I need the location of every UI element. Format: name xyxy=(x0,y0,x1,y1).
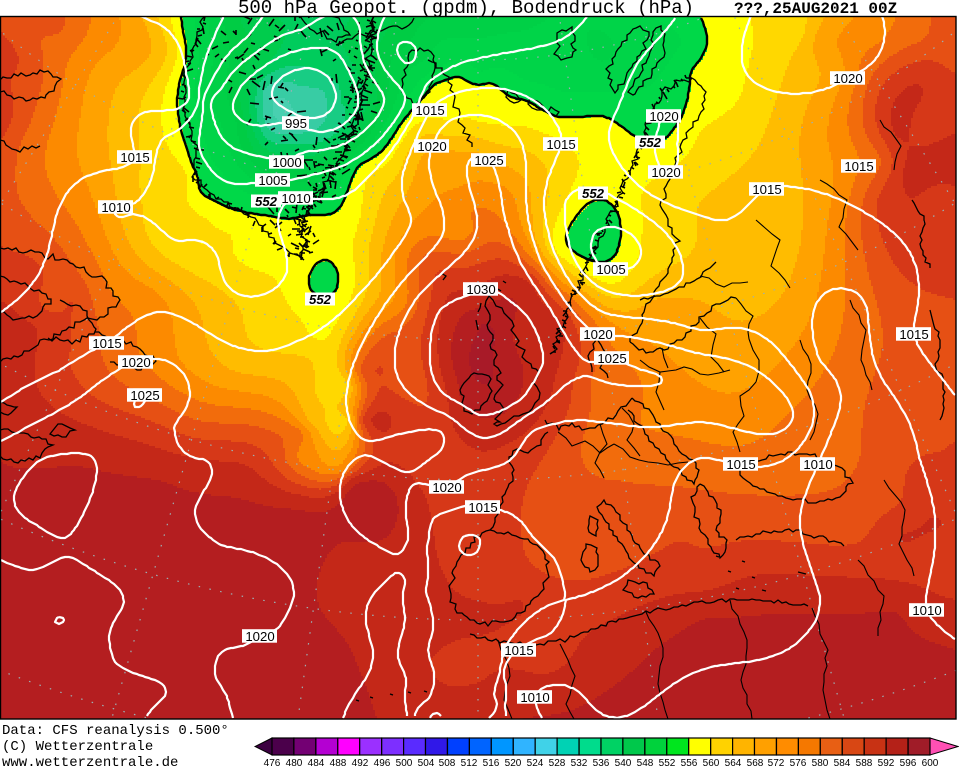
svg-text:1020: 1020 xyxy=(432,480,461,495)
svg-text:520: 520 xyxy=(505,758,522,769)
svg-text:www.wetterzentrale.de: www.wetterzentrale.de xyxy=(2,755,178,770)
svg-text:1020: 1020 xyxy=(245,629,274,644)
svg-text:516: 516 xyxy=(483,758,500,769)
svg-text:1015: 1015 xyxy=(92,336,121,351)
svg-text:1020: 1020 xyxy=(649,109,678,124)
svg-text:1015: 1015 xyxy=(546,137,575,152)
svg-text:600: 600 xyxy=(922,758,939,769)
svg-text:1010: 1010 xyxy=(101,200,130,215)
svg-text:1015: 1015 xyxy=(844,159,873,174)
svg-text:Data: CFS reanalysis 0.500°: Data: CFS reanalysis 0.500° xyxy=(2,723,229,739)
svg-text:1030: 1030 xyxy=(466,282,495,297)
svg-text:592: 592 xyxy=(878,758,895,769)
svg-text:552: 552 xyxy=(582,186,605,201)
svg-text:536: 536 xyxy=(593,758,610,769)
svg-text:588: 588 xyxy=(856,758,873,769)
svg-text:596: 596 xyxy=(900,758,917,769)
svg-text:584: 584 xyxy=(834,758,851,769)
svg-text:476: 476 xyxy=(264,758,281,769)
svg-text:524: 524 xyxy=(527,758,544,769)
svg-text:552: 552 xyxy=(309,292,332,307)
svg-text:488: 488 xyxy=(330,758,347,769)
svg-text:1015: 1015 xyxy=(726,457,755,472)
svg-text:???,25AUG2021 00Z: ???,25AUG2021 00Z xyxy=(734,0,897,18)
svg-text:552: 552 xyxy=(255,194,278,209)
svg-text:532: 532 xyxy=(571,758,588,769)
svg-text:1015: 1015 xyxy=(899,327,928,342)
svg-text:1010: 1010 xyxy=(803,457,832,472)
svg-text:528: 528 xyxy=(549,758,566,769)
svg-text:508: 508 xyxy=(439,758,456,769)
svg-text:1015: 1015 xyxy=(504,643,533,658)
svg-text:564: 564 xyxy=(725,758,742,769)
svg-text:1015: 1015 xyxy=(468,500,497,515)
svg-text:568: 568 xyxy=(747,758,764,769)
svg-text:540: 540 xyxy=(615,758,632,769)
svg-text:500 hPa Geopot. (gpdm), Bodend: 500 hPa Geopot. (gpdm), Bodendruck (hPa) xyxy=(238,0,694,19)
svg-text:556: 556 xyxy=(681,758,698,769)
svg-text:995: 995 xyxy=(285,116,307,131)
svg-text:552: 552 xyxy=(639,135,662,150)
svg-text:560: 560 xyxy=(703,758,720,769)
svg-text:1025: 1025 xyxy=(597,351,626,366)
svg-text:1020: 1020 xyxy=(833,71,862,86)
svg-text:572: 572 xyxy=(768,758,785,769)
svg-text:484: 484 xyxy=(308,758,325,769)
svg-text:1015: 1015 xyxy=(752,182,781,197)
svg-text:500: 500 xyxy=(396,758,413,769)
svg-text:(C) Wetterzentrale: (C) Wetterzentrale xyxy=(2,739,153,755)
svg-text:1010: 1010 xyxy=(281,191,310,206)
svg-text:504: 504 xyxy=(418,758,435,769)
svg-text:580: 580 xyxy=(812,758,829,769)
svg-text:548: 548 xyxy=(637,758,654,769)
svg-text:1025: 1025 xyxy=(130,388,159,403)
svg-text:480: 480 xyxy=(286,758,303,769)
svg-text:1020: 1020 xyxy=(121,355,150,370)
svg-text:496: 496 xyxy=(374,758,391,769)
svg-text:1005: 1005 xyxy=(258,173,287,188)
svg-text:1015: 1015 xyxy=(415,103,444,118)
svg-text:1010: 1010 xyxy=(520,690,549,705)
svg-text:1000: 1000 xyxy=(272,155,301,170)
svg-text:1020: 1020 xyxy=(417,139,446,154)
svg-text:1020: 1020 xyxy=(651,165,680,180)
svg-text:1010: 1010 xyxy=(912,603,941,618)
svg-text:1005: 1005 xyxy=(596,262,625,277)
svg-text:1025: 1025 xyxy=(474,153,503,168)
svg-text:576: 576 xyxy=(790,758,807,769)
svg-text:1015: 1015 xyxy=(120,150,149,165)
svg-text:492: 492 xyxy=(352,758,369,769)
svg-text:512: 512 xyxy=(461,758,478,769)
svg-text:1020: 1020 xyxy=(583,327,612,342)
svg-text:552: 552 xyxy=(659,758,676,769)
